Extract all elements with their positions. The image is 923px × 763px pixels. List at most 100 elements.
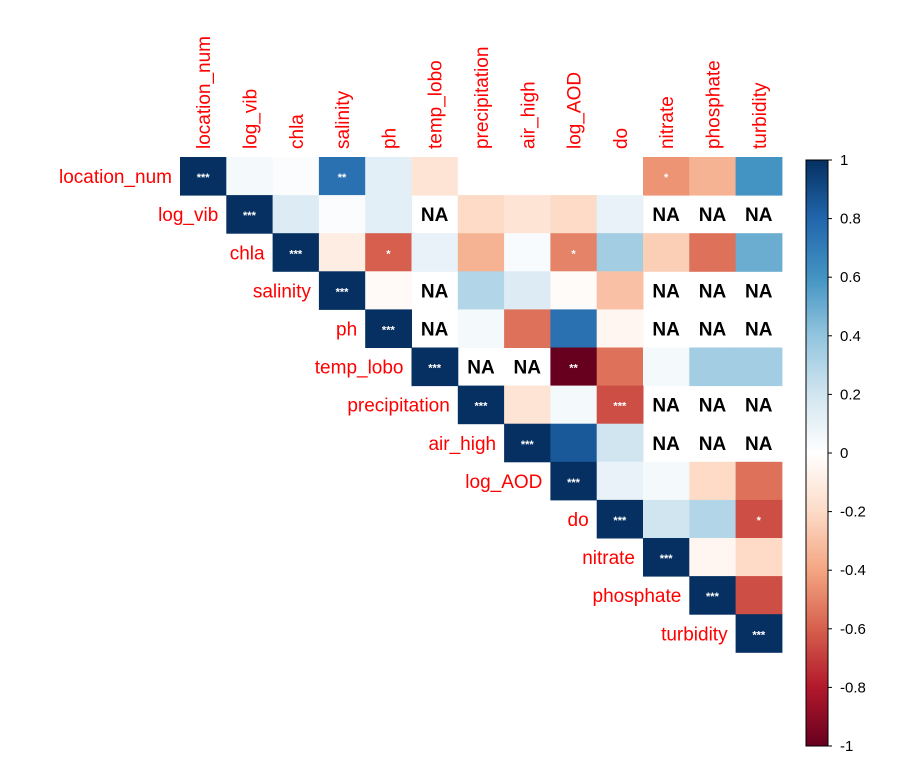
- heatmap-cell-precipitation-air_high: [504, 385, 551, 425]
- heatmap-cell-location_num-chla: [272, 157, 320, 196]
- row-label-log_vib: log_vib: [158, 205, 218, 226]
- heatmap-cell-location_num-nitrate: [643, 157, 690, 196]
- heatmap-cell-salinity-do: [596, 271, 644, 310]
- heatmap-cell-chla-phosphate: [689, 233, 737, 272]
- heatmap-cell-salinity-air_high: [504, 271, 551, 310]
- heatmap-cell-chla-air_high: [504, 233, 551, 272]
- heatmap-cell-log_AOD-nitrate: [643, 461, 690, 501]
- heatmap-cell-location_num-do: [596, 157, 644, 196]
- na-label: NA: [652, 205, 680, 226]
- na-label: NA: [421, 205, 449, 226]
- heatmap-cell-location_num-temp_lobo: [411, 157, 459, 196]
- heatmap-cell-log_AOD-phosphate: [689, 461, 737, 501]
- na-label: NA: [421, 319, 449, 340]
- significance-label: ***: [243, 210, 257, 222]
- heatmap-cell-nitrate-turbidity: [735, 538, 783, 577]
- significance-label: ***: [336, 286, 350, 298]
- significance-label: *: [757, 515, 762, 527]
- heatmap-cell-precipitation-log_AOD: [550, 385, 598, 425]
- heatmap-cell-air_high-air_high: [504, 423, 551, 463]
- heatmap-cell-nitrate-nitrate: [643, 538, 690, 577]
- na-label: NA: [699, 205, 727, 226]
- heatmap-cell-temp_lobo-phosphate: [689, 347, 737, 387]
- heatmap-cell-log_AOD-turbidity: [735, 461, 783, 501]
- heatmap-cell-location_num-location_num: [180, 157, 227, 196]
- heatmap-cell-location_num-log_vib: [226, 157, 274, 196]
- heatmap-cell-log_AOD-do: [596, 461, 644, 501]
- heatmap-cell-chla-temp_lobo: [411, 233, 459, 272]
- heatmap-cell-chla-salinity: [318, 233, 366, 272]
- heatmap-cell-do-phosphate: [689, 499, 737, 539]
- column-label-ph: ph: [379, 128, 400, 149]
- na-label: NA: [745, 281, 773, 302]
- legend-tick-label: 0: [840, 445, 848, 462]
- na-label: NA: [699, 319, 727, 340]
- significance-label: ***: [706, 591, 720, 603]
- heatmap-cell-air_high-log_AOD: [550, 423, 598, 463]
- column-labels: location_num log_vib chla salinity ph temp_lo…: [194, 36, 771, 149]
- heatmap-cell-do-nitrate: [643, 499, 690, 539]
- heatmap-cell-ph-do: [596, 309, 644, 348]
- significance-label: *: [664, 172, 669, 184]
- heatmap-cell-log_vib-ph: [365, 195, 412, 234]
- heatmap-cell-phosphate-phosphate: [689, 576, 737, 615]
- color-legend: 1 0.8 0.6 0.4 0.2 0 -0.2 -0.4 -0.6 -0.8 -1: [805, 152, 866, 755]
- heatmap-cells: *** ** **** NA NA NA NA*** * **** NA NA NA NA*** NA NA…: [180, 157, 783, 653]
- heatmap-cell-chla-ph: [365, 233, 412, 272]
- legend-tick-label: 1: [840, 152, 848, 169]
- legend-tick-label: 0.2: [840, 386, 861, 403]
- heatmap-cell-ph-air_high: [504, 309, 551, 348]
- significance-label: ***: [660, 553, 674, 565]
- heatmap-cell-chla-chla: [272, 233, 320, 272]
- row-label-precipitation: precipitation: [347, 396, 449, 417]
- na-label: NA: [514, 358, 542, 379]
- significance-label: ***: [613, 401, 627, 413]
- heatmap-cell-log_vib-log_vib: [226, 195, 274, 234]
- na-label: NA: [652, 319, 680, 340]
- significance-label: ***: [613, 515, 627, 527]
- na-label: NA: [421, 281, 449, 302]
- heatmap-cell-temp_lobo-nitrate: [643, 347, 690, 387]
- heatmap-cell-location_num-air_high: [504, 157, 551, 196]
- column-label-nitrate: nitrate: [657, 96, 678, 149]
- legend-color-bar: [805, 159, 829, 747]
- heatmap-cell-log_vib-log_AOD: [550, 195, 598, 234]
- column-label-chla: chla: [287, 114, 308, 149]
- heatmap-cell-precipitation-precipitation: [457, 385, 505, 425]
- heatmap-cell-location_num-turbidity: [735, 157, 783, 196]
- na-label: NA: [652, 396, 680, 417]
- heatmap-cell-air_high-do: [596, 423, 644, 463]
- legend-tick-label: -0.6: [840, 621, 866, 638]
- heatmap-cell-ph-precipitation: [457, 309, 505, 348]
- heatmap-cell-location_num-precipitation: [457, 157, 505, 196]
- na-label: NA: [652, 281, 680, 302]
- heatmap-cell-salinity-precipitation: [457, 271, 505, 310]
- heatmap-cell-log_vib-chla: [272, 195, 320, 234]
- column-label-air_high: air_high: [518, 81, 539, 149]
- heatmap-cell-log_vib-do: [596, 195, 644, 234]
- heatmap-cell-temp_lobo-do: [596, 347, 644, 387]
- column-label-location_num: location_num: [194, 36, 215, 149]
- heatmap-cell-location_num-phosphate: [689, 157, 737, 196]
- significance-label: *: [386, 248, 391, 260]
- heatmap-cell-log_vib-precipitation: [457, 195, 505, 234]
- row-label-air_high: air_high: [428, 434, 496, 455]
- na-label: NA: [699, 281, 727, 302]
- row-label-log_AOD: log_AOD: [465, 472, 542, 493]
- heatmap-cell-do-turbidity: [735, 499, 783, 539]
- legend-tick-label: -1: [840, 738, 853, 755]
- significance-label: ***: [428, 363, 442, 375]
- heatmap-cell-location_num-ph: [365, 157, 412, 196]
- significance-label: **: [569, 363, 578, 375]
- heatmap-cell-salinity-salinity: [318, 271, 366, 310]
- column-label-salinity: salinity: [333, 90, 354, 149]
- heatmap-cell-chla-do: [596, 233, 644, 272]
- heatmap-cell-do-do: [596, 499, 644, 539]
- column-label-phosphate: phosphate: [703, 60, 724, 149]
- heatmap-cell-log_vib-air_high: [504, 195, 551, 234]
- heatmap-cell-ph-log_AOD: [550, 309, 598, 348]
- heatmap-cell-phosphate-turbidity: [735, 576, 783, 615]
- heatmap-cell-location_num-salinity: [318, 157, 366, 196]
